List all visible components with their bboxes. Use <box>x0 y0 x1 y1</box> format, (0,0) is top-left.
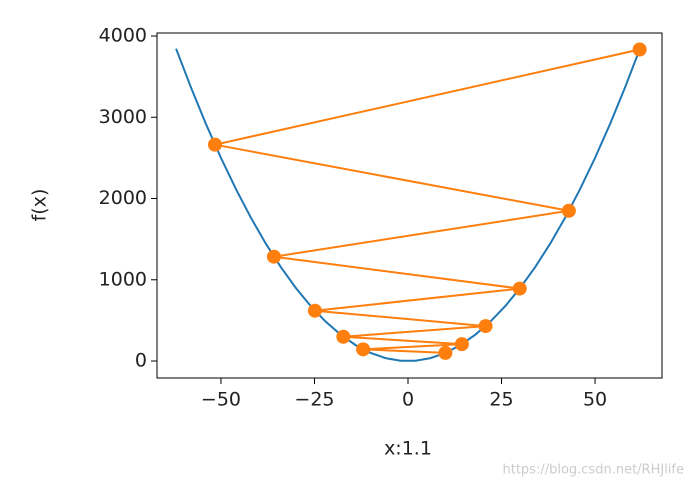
point <box>561 203 576 218</box>
point <box>512 281 527 296</box>
y-axis-label: f(x) <box>29 189 51 222</box>
y-tick-label: 2000 <box>99 187 147 209</box>
x-tick-label: 0 <box>402 389 414 411</box>
point <box>454 337 469 352</box>
x-tick-label: 25 <box>489 389 513 411</box>
y-tick-label: 4000 <box>99 25 147 47</box>
point <box>266 249 281 264</box>
point <box>307 303 322 318</box>
plot-frame <box>156 32 663 379</box>
y-tick-label: 1000 <box>99 268 147 290</box>
point <box>438 345 453 360</box>
point <box>356 342 371 357</box>
x-tick-label: 50 <box>583 389 607 411</box>
series-line <box>175 48 641 362</box>
y-tick-label: 3000 <box>99 106 147 128</box>
series-line <box>214 48 640 354</box>
x-axis-label: x:1.1 <box>384 438 432 460</box>
x-tick-label: −25 <box>294 389 334 411</box>
point <box>336 329 351 344</box>
point <box>478 319 493 334</box>
x-tick-label: −50 <box>201 389 241 411</box>
y-tick-label: 0 <box>135 350 147 372</box>
watermark: https://blog.csdn.net/RHJlife <box>503 463 685 478</box>
point <box>632 42 647 57</box>
point <box>207 137 222 152</box>
